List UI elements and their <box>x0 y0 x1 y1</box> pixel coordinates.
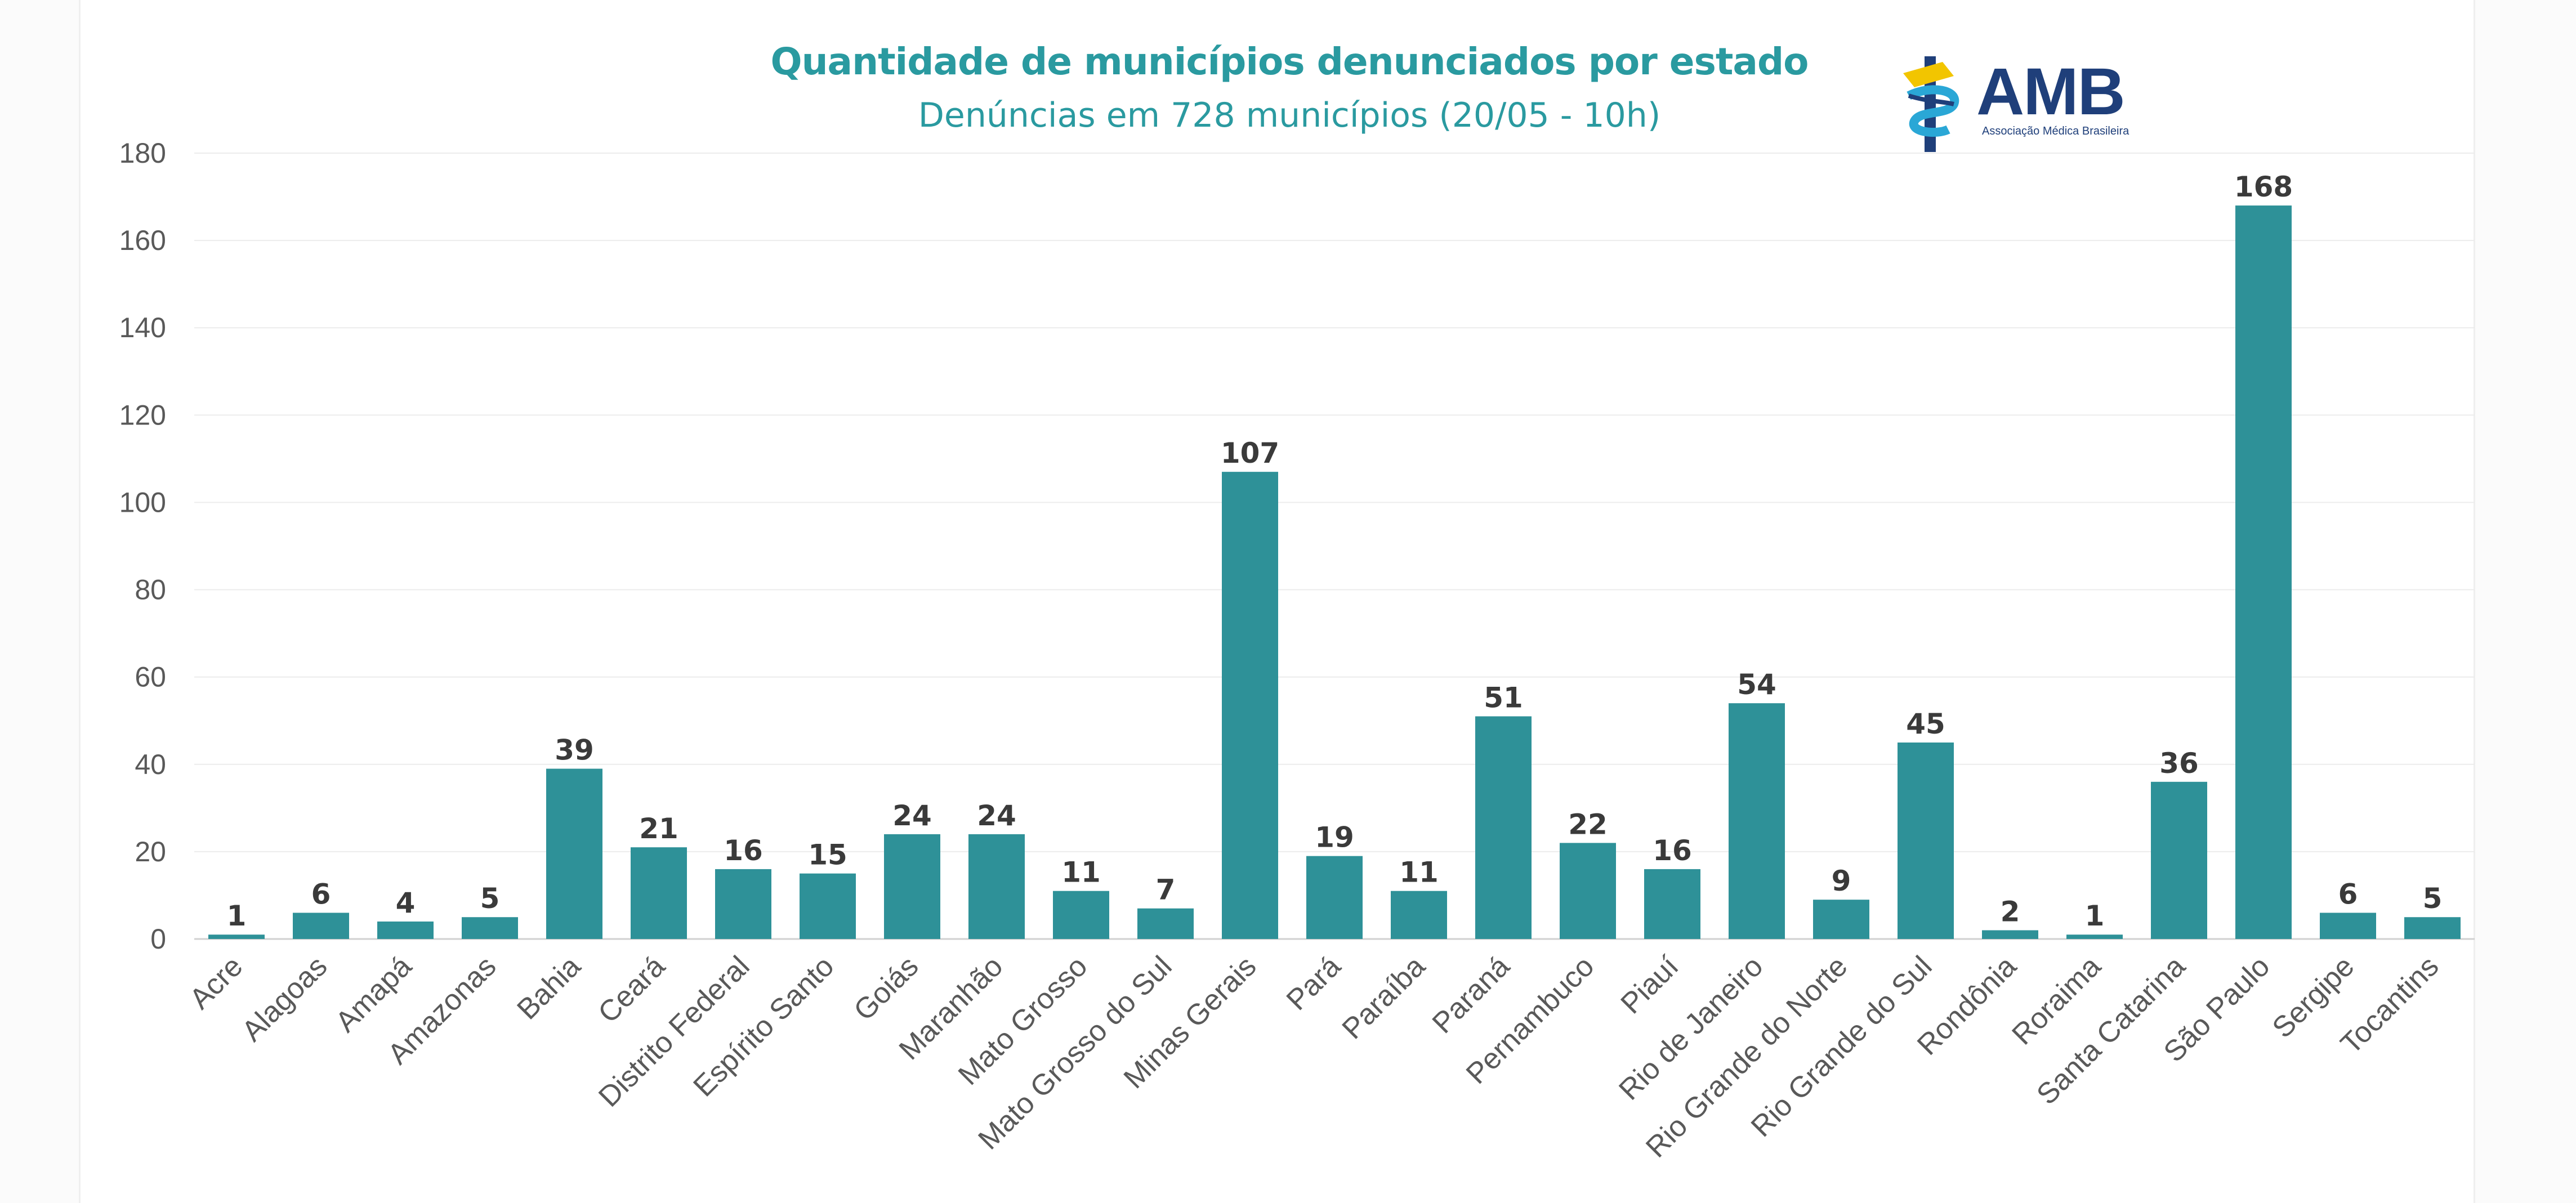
data-label: 2 <box>2001 895 2020 928</box>
amb-logo: AMB Associação Médica Brasileira <box>1892 51 2185 163</box>
bar <box>1644 869 1700 939</box>
data-label: 51 <box>1484 681 1523 714</box>
data-label: 22 <box>1568 808 1608 840</box>
data-label: 5 <box>2423 882 2443 915</box>
data-label: 7 <box>1156 874 1176 906</box>
bar <box>546 768 602 939</box>
data-label: 1 <box>2085 900 2105 932</box>
x-tick-label: Distrito Federal <box>592 950 756 1113</box>
data-label: 15 <box>808 839 847 871</box>
data-label: 21 <box>639 812 678 845</box>
bar <box>2320 913 2376 939</box>
x-tick-label: Rio de Janeiro <box>1613 950 1769 1106</box>
y-tick-label: 60 <box>135 661 166 693</box>
bar <box>1137 908 1194 939</box>
data-label: 16 <box>1653 834 1692 867</box>
bar <box>1982 930 2038 939</box>
data-label: 9 <box>1832 865 1851 897</box>
data-label: 107 <box>1221 437 1279 469</box>
x-tick-label: Alagoas <box>236 950 334 1048</box>
data-label: 24 <box>892 799 932 832</box>
logo-subtitle: Associação Médica Brasileira <box>1982 125 2129 137</box>
data-label: 19 <box>1315 821 1354 854</box>
data-label: 5 <box>480 882 500 915</box>
x-tick-label: Paraíba <box>1336 950 1432 1045</box>
y-tick-label: 180 <box>119 137 166 169</box>
data-label: 6 <box>311 878 331 910</box>
data-label: 36 <box>2159 747 2199 780</box>
x-tick-label: Santa Catarina <box>2030 950 2191 1111</box>
bar <box>1222 472 1278 939</box>
bar <box>1560 843 1616 939</box>
bar <box>377 921 434 939</box>
data-label: 4 <box>396 887 416 919</box>
bar <box>631 847 687 939</box>
data-label: 45 <box>1906 708 1945 740</box>
bar <box>715 869 771 939</box>
data-label: 24 <box>977 799 1016 832</box>
y-tick-label: 0 <box>150 923 166 955</box>
bar <box>968 834 1025 939</box>
bar <box>293 913 349 939</box>
data-label: 16 <box>724 834 763 867</box>
y-tick-label: 40 <box>135 749 166 780</box>
bar <box>462 917 518 939</box>
x-tick-label: Piauí <box>1615 950 1685 1020</box>
bar <box>1898 743 1954 939</box>
x-tick-label: Pará <box>1280 950 1347 1017</box>
bar <box>1729 703 1785 939</box>
chart-header: Quantidade de municípios denunciados por… <box>732 34 1847 141</box>
data-label: 39 <box>555 734 594 767</box>
y-tick-label: 80 <box>135 574 166 606</box>
y-tick-label: 140 <box>119 312 166 343</box>
caduceus-icon <box>1903 56 1959 152</box>
bar <box>1391 891 1447 939</box>
y-tick-label: 120 <box>119 399 166 431</box>
data-label: 6 <box>2338 878 2358 910</box>
bar <box>1053 891 1109 939</box>
x-tick-label: Bahia <box>511 950 587 1026</box>
bar <box>2066 934 2123 939</box>
bar <box>884 834 940 939</box>
data-label: 1 <box>227 900 247 932</box>
data-label: 11 <box>1061 856 1101 889</box>
y-tick-label: 100 <box>119 486 166 518</box>
bar <box>1813 900 1869 939</box>
bar <box>2404 917 2461 939</box>
x-tick-label: Ceará <box>592 950 671 1029</box>
chart-subtitle: Denúncias em 728 municípios (20/05 - 10h… <box>918 96 1661 135</box>
logo-wordmark: AMB <box>1976 55 2126 129</box>
y-tick-label: 160 <box>119 225 166 256</box>
data-label: 11 <box>1399 856 1439 889</box>
data-label: 168 <box>2234 171 2293 203</box>
bar <box>2235 205 2292 940</box>
y-tick-label: 20 <box>135 836 166 867</box>
data-label: 54 <box>1737 668 1776 701</box>
bar <box>1475 716 1532 939</box>
x-tick-label: Acre <box>184 950 249 1016</box>
bar <box>800 873 856 939</box>
chart-title: Quantidade de municípios denunciados por… <box>770 40 1809 83</box>
bar <box>208 934 265 939</box>
bar <box>2151 781 2207 939</box>
bar <box>1306 856 1363 939</box>
x-tick-label: Goiás <box>847 950 925 1027</box>
